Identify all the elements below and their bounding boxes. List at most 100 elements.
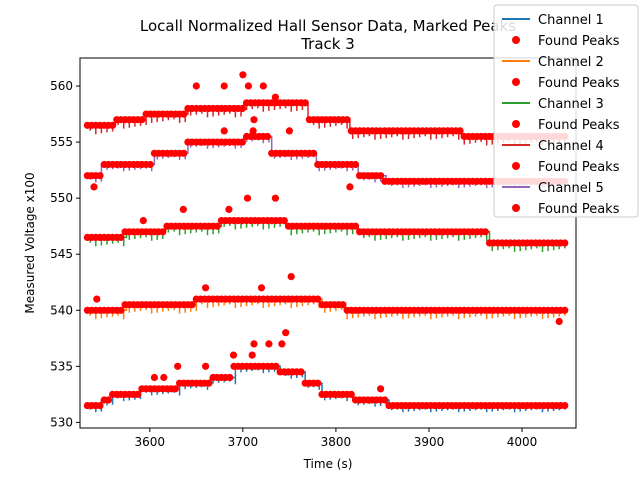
y-tick-label: 535 — [50, 359, 73, 373]
x-tick-label: 3900 — [414, 435, 445, 449]
peak-marker — [238, 138, 246, 146]
peaks-channel-3 — [83, 194, 569, 247]
x-axis: 3600 3700 3800 3900 4000 — [135, 428, 538, 449]
peak-marker — [225, 205, 233, 213]
peak-marker — [139, 217, 147, 225]
peak-marker — [239, 71, 247, 79]
peak-marker — [271, 93, 279, 101]
peak-marker — [117, 306, 125, 314]
legend-peak-marker — [512, 162, 520, 170]
peak-marker — [226, 373, 234, 382]
y-tick-label: 560 — [50, 79, 73, 93]
y-tick-label: 530 — [50, 415, 73, 429]
peak-marker — [202, 362, 210, 370]
peak-marker — [93, 295, 101, 303]
legend-label-peaks: Found Peaks — [538, 118, 620, 133]
y-axis-label: Measured Voltage x100 — [23, 172, 37, 313]
legend-peak-marker — [512, 204, 520, 212]
peak-marker — [278, 340, 286, 348]
peak-marker — [346, 183, 354, 191]
peak-marker — [263, 132, 272, 141]
legend-label-channel-1: Channel 1 — [538, 13, 604, 28]
peak-marker — [259, 82, 267, 90]
peak-marker — [243, 194, 252, 202]
plot-area — [83, 71, 569, 413]
peak-marker — [248, 351, 256, 359]
peak-marker — [301, 99, 309, 107]
peak-marker — [180, 110, 188, 118]
peak-marker — [249, 127, 257, 135]
peak-marker — [174, 362, 182, 370]
peaks-channel-2 — [83, 273, 569, 326]
y-tick-label: 555 — [50, 135, 73, 149]
legend-peak-marker — [512, 120, 520, 128]
peak-marker — [271, 194, 279, 202]
peak-marker — [377, 172, 385, 180]
peaks-channel-1 — [83, 329, 569, 410]
peak-marker — [456, 127, 464, 135]
peak-marker — [351, 222, 360, 230]
peak-marker — [244, 82, 252, 90]
legend-peak-marker — [512, 78, 520, 86]
peak-marker — [96, 172, 104, 180]
peak-marker — [202, 284, 210, 292]
x-tick-label: 3700 — [228, 435, 259, 449]
peak-marker — [238, 104, 246, 113]
peak-marker — [343, 116, 351, 124]
peak-marker — [272, 362, 280, 370]
chart-title: Locall Normalized Hall Sensor Data, Mark… — [140, 17, 516, 35]
peak-marker — [96, 402, 104, 410]
peak-marker — [287, 273, 295, 281]
x-tick-label: 4000 — [507, 435, 538, 449]
peak-marker — [117, 233, 125, 241]
peak-marker — [159, 228, 167, 236]
peak-marker — [561, 402, 569, 410]
legend-label-channel-5: Channel 5 — [538, 181, 604, 196]
peak-marker — [179, 205, 187, 213]
y-axis: 530 535 540 545 550 555 560 — [50, 79, 80, 429]
peak-marker — [555, 317, 563, 326]
legend-label-peaks: Found Peaks — [538, 76, 620, 91]
y-tick-label: 550 — [50, 191, 73, 205]
peak-marker — [297, 368, 305, 376]
peak-marker — [160, 373, 168, 382]
peak-marker — [229, 351, 238, 359]
peak-marker — [220, 127, 228, 135]
peak-marker — [134, 390, 142, 398]
peak-marker — [220, 82, 228, 90]
peak-marker — [265, 340, 273, 348]
peak-marker — [481, 228, 489, 236]
x-tick-label: 3600 — [135, 435, 166, 449]
peak-marker — [109, 121, 117, 129]
legend-label-peaks: Found Peaks — [538, 202, 620, 217]
peak-marker — [171, 385, 179, 393]
peak-marker — [561, 306, 569, 314]
y-tick-label: 545 — [50, 247, 73, 261]
x-axis-label: Time (s) — [303, 457, 353, 471]
legend-label-channel-3: Channel 3 — [538, 97, 604, 112]
peak-marker — [205, 379, 213, 387]
x-tick-label: 3800 — [321, 435, 352, 449]
legend-label-peaks: Found Peaks — [538, 160, 620, 175]
peak-marker — [285, 127, 293, 135]
peak-marker — [257, 284, 266, 292]
legend-label-channel-2: Channel 2 — [538, 55, 604, 70]
peak-marker — [104, 396, 112, 404]
legend-label-channel-4: Channel 4 — [538, 139, 604, 154]
peak-marker — [282, 329, 290, 337]
legend-box — [493, 4, 639, 218]
peak-marker — [250, 340, 258, 348]
peak-marker — [314, 295, 322, 303]
peak-marker — [314, 379, 322, 387]
y-tick-label: 540 — [50, 303, 73, 317]
axes-frame — [79, 57, 577, 429]
peak-marker — [347, 390, 355, 398]
peak-marker — [339, 301, 347, 309]
peak-marker — [138, 116, 146, 124]
peak-marker — [381, 396, 389, 404]
legend-label-peaks: Found Peaks — [538, 34, 620, 49]
chart-subtitle: Track 3 — [300, 35, 355, 53]
peak-marker — [192, 82, 200, 90]
peak-marker — [561, 239, 569, 247]
peak-marker — [150, 373, 158, 382]
